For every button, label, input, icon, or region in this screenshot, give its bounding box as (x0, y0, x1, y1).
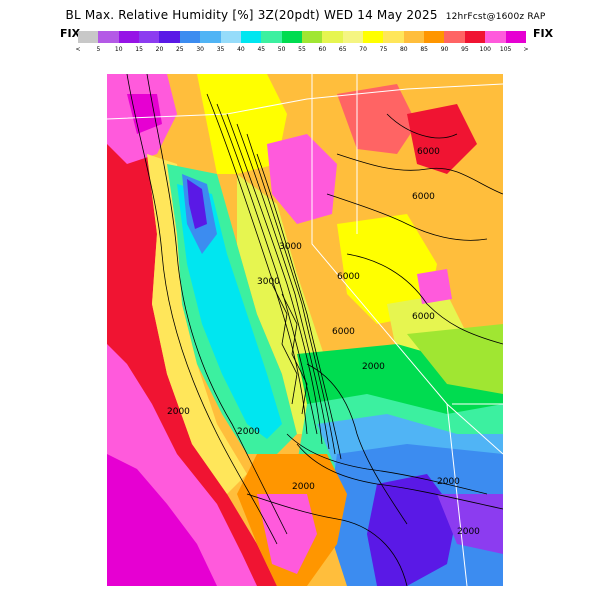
color-swatch (220, 31, 241, 43)
contour-label-group: 6000 6000 6000 6000 6000 3000 3000 2000 … (167, 147, 480, 537)
chart-title: BL Max. Relative Humidity [%] 3Z(20pdt) … (0, 8, 611, 22)
northeast-red-blob (407, 104, 477, 174)
color-swatch (261, 31, 282, 43)
state-boundaries (107, 74, 503, 586)
color-scale-labels: <5 10 15 20 25 30 35 40 45 50 55 60 65 70 75 80 85 90 95 10… (75, 46, 529, 56)
southeast-purple-zone (367, 474, 457, 586)
contour-label: 6000 (332, 327, 355, 337)
scale-tick-label: 35 (216, 46, 225, 53)
fix-label-left: FIX (60, 27, 81, 40)
scale-tick-label: 95 (461, 46, 469, 53)
color-swatch (424, 31, 445, 43)
scale-tick-label: 65 (338, 46, 347, 53)
valley-purple-zone (187, 179, 207, 229)
color-swatch (505, 31, 526, 43)
scale-tick-label: 80 (399, 46, 408, 53)
color-swatch (403, 31, 425, 43)
color-swatch (281, 31, 302, 43)
scale-tick-label: 100 (479, 46, 491, 53)
contour-label: 2000 (457, 527, 480, 537)
scale-tick-label: 45 (257, 46, 266, 53)
contour-label: 3000 (257, 277, 280, 287)
scale-tick-label: 5 (96, 46, 101, 53)
color-swatch (98, 31, 119, 43)
map-panel: 6000 6000 6000 6000 6000 3000 3000 2000 … (107, 74, 503, 586)
color-swatch (464, 31, 486, 43)
humidity-map: 6000 6000 6000 6000 6000 3000 3000 2000 … (107, 74, 503, 586)
east-lime-zone (407, 324, 503, 394)
interior-yellow-patch (337, 214, 437, 324)
scale-tick-label: 55 (298, 46, 306, 53)
scale-tick-label: > (523, 46, 529, 53)
contour-label: 2000 (437, 477, 460, 487)
color-swatch (342, 31, 364, 43)
title-text: BL Max. Relative Humidity [%] 3Z(20pdt) … (65, 8, 438, 22)
scale-tick-label: 15 (135, 46, 143, 53)
contour-label: 2000 (292, 482, 315, 492)
scale-tick-label: 75 (379, 46, 388, 53)
color-swatch (383, 31, 404, 43)
north-yellow-zone (197, 74, 287, 174)
contour-label: 6000 (417, 147, 440, 157)
scale-tick-label: < (75, 46, 81, 53)
contour-label: 6000 (412, 312, 435, 322)
contour-label: 2000 (167, 407, 190, 417)
color-swatch (301, 31, 323, 43)
contour-label: 3000 (279, 242, 302, 252)
color-scale-bar (78, 31, 526, 43)
scale-tick-label: 50 (277, 46, 286, 53)
contour-label: 2000 (237, 427, 260, 437)
scale-tick-label: 105 (499, 46, 512, 53)
color-swatch (322, 31, 343, 43)
contour-label: 6000 (412, 192, 435, 202)
color-swatch (159, 31, 180, 43)
contour-lines (126, 74, 503, 586)
color-swatch (240, 31, 262, 43)
north-magenta-blob (267, 134, 337, 224)
color-swatch (485, 31, 506, 43)
scale-tick-label: 85 (420, 46, 428, 53)
scale-tick-label: 70 (359, 46, 367, 53)
subtitle-text: 12hrFcst@1600z RAP (445, 12, 546, 22)
scale-tick-label: 40 (237, 46, 245, 53)
scale-tick-label: 10 (114, 46, 123, 53)
contour-label: 6000 (337, 272, 360, 282)
scale-tick-label: 25 (175, 46, 184, 53)
color-swatch (200, 31, 221, 43)
northwest-magenta-blob (127, 94, 162, 134)
color-swatch (78, 31, 99, 43)
color-swatch (179, 31, 201, 43)
color-swatch (363, 31, 384, 43)
scale-tick-label: 60 (318, 46, 327, 53)
interior-magenta-patch (417, 269, 452, 304)
color-swatch (139, 31, 160, 43)
southeast-violet-zone (437, 494, 503, 554)
color-swatch (444, 31, 465, 43)
color-swatch (118, 31, 140, 43)
scale-tick-label: 20 (155, 46, 164, 53)
scale-tick-label: 90 (440, 46, 449, 53)
fix-label-right: FIX (533, 27, 554, 40)
coast-range-yellow (147, 154, 247, 494)
ocean-deep-magenta-zone (107, 454, 217, 586)
contour-label: 2000 (362, 362, 385, 372)
scale-tick-label: 30 (196, 46, 204, 53)
